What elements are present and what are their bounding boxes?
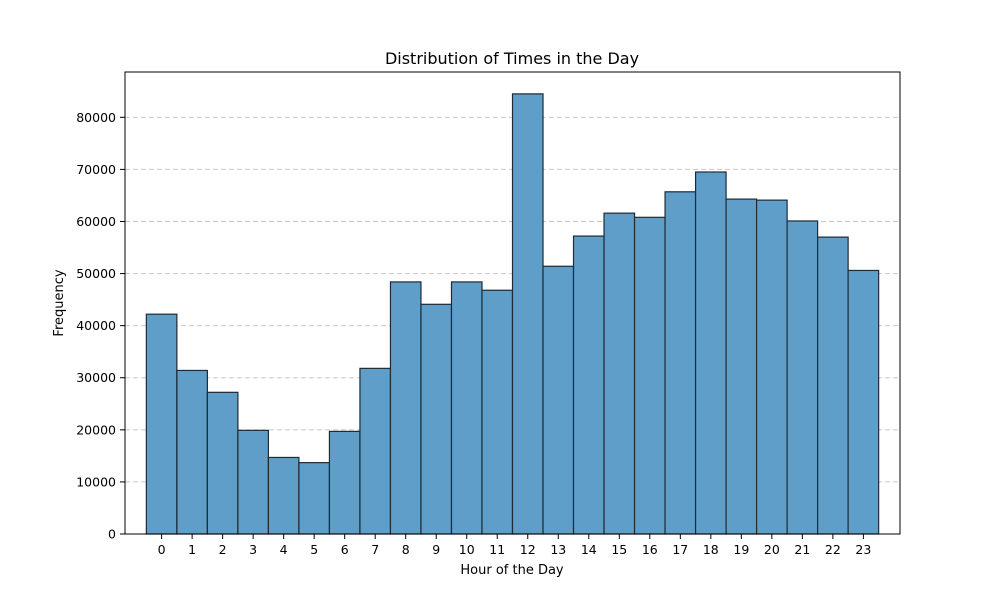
bar-hour-0 <box>145 313 178 535</box>
bar-hour-18 <box>694 171 727 535</box>
x-ticks: 0 1 2 3 4 5 6 7 8 9 10 11 12 13 14 15 16 17 18 19 20 21 22 23 <box>158 534 871 557</box>
x-tick-label: 6 <box>341 542 349 557</box>
x-tick-label: 18 <box>703 542 719 557</box>
bar-hour-1 <box>176 369 208 535</box>
bar-hour-16 <box>633 216 666 535</box>
plot-frame <box>124 71 901 535</box>
y-tick-label: 50000 <box>76 266 116 281</box>
x-tick-label: 0 <box>158 542 166 557</box>
x-tick-label: 7 <box>371 542 379 557</box>
bar-hour-2 <box>206 391 239 535</box>
bar-hour-11 <box>481 289 514 535</box>
x-tick-label: 13 <box>550 542 566 557</box>
x-tick-label: 5 <box>310 542 318 557</box>
bar-hour-10 <box>450 281 483 535</box>
x-tick-label: 1 <box>188 542 196 557</box>
x-tick-label: 16 <box>642 542 658 557</box>
bar-hour-4 <box>267 456 300 535</box>
x-tick-label: 14 <box>581 542 597 557</box>
bar-hour-8 <box>389 281 422 535</box>
y-tick-label: 70000 <box>76 162 116 177</box>
bar-hour-6 <box>328 430 361 535</box>
y-tick-label: 80000 <box>76 110 116 125</box>
x-tick-label: 22 <box>825 542 841 557</box>
bar-hour-22 <box>817 236 849 535</box>
bar-hour-12 <box>511 93 544 535</box>
x-tick-label: 23 <box>855 542 871 557</box>
y-tick-label: 60000 <box>76 214 116 229</box>
bar-hour-13 <box>542 265 575 535</box>
y-tick-label: 0 <box>108 527 116 542</box>
x-axis-label: Hour of the Day <box>460 563 564 578</box>
x-tick-label: 8 <box>402 542 410 557</box>
bar-hour-17 <box>664 191 697 535</box>
bar-hour-20 <box>755 199 788 535</box>
x-tick-label: 2 <box>219 542 227 557</box>
x-tick-label: 17 <box>672 542 688 557</box>
x-tick-label: 21 <box>794 542 810 557</box>
y-ticks: 0 10000 20000 30000 40000 50000 60000 70000 8000… <box>76 110 125 542</box>
axes <box>124 71 901 535</box>
x-tick-label: 19 <box>733 542 749 557</box>
x-tick-label: 4 <box>280 542 288 557</box>
y-tick-label: 30000 <box>76 370 116 385</box>
bar-hour-7 <box>359 367 392 535</box>
x-tick-label: 15 <box>611 542 627 557</box>
y-tick-label: 40000 <box>76 318 116 333</box>
x-tick-label: 20 <box>764 542 780 557</box>
y-tick-label: 20000 <box>76 422 116 437</box>
x-tick-label: 12 <box>520 542 536 557</box>
chart-title: Distribution of Times in the Day <box>385 49 639 68</box>
x-tick-label: 10 <box>459 542 475 557</box>
bars <box>145 93 880 535</box>
bar-hour-9 <box>420 303 453 535</box>
bar-hour-5 <box>298 462 331 535</box>
bar-hour-14 <box>572 235 605 535</box>
bar-hour-19 <box>725 198 758 535</box>
x-tick-label: 9 <box>432 542 440 557</box>
bar-hour-21 <box>786 220 819 535</box>
bar-hour-3 <box>237 429 270 535</box>
bar-hour-23 <box>847 269 880 535</box>
y-tick-label: 10000 <box>76 474 116 489</box>
y-axis-label: Frequency <box>52 269 67 336</box>
x-tick-label: 11 <box>489 542 505 557</box>
bar-hour-15 <box>603 212 636 535</box>
x-tick-label: 3 <box>249 542 257 557</box>
